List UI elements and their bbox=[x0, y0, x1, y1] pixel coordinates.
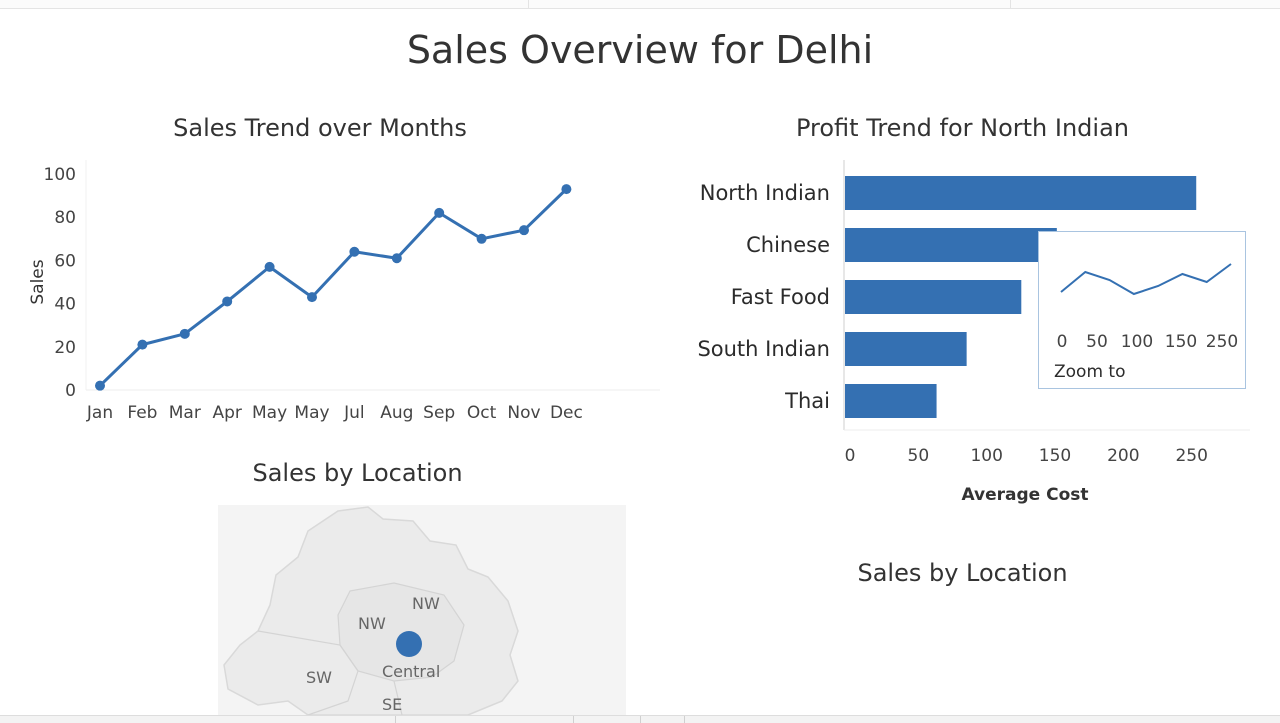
central-district-boundary bbox=[337, 582, 465, 682]
central-sales-marker[interactable] bbox=[396, 631, 422, 657]
x-tick-label: Nov bbox=[507, 403, 540, 423]
inset-x-tick-label: 100 bbox=[1121, 332, 1153, 352]
sales-data-point bbox=[561, 184, 572, 195]
toolbar-divider bbox=[1010, 0, 1011, 8]
profit-bar bbox=[845, 176, 1197, 210]
sales-location-map[interactable]: NW NW Central SW SE bbox=[218, 505, 626, 715]
bar-category-label: Chinese bbox=[746, 233, 830, 257]
bar-chart-title: Profit Trend for North Indian bbox=[795, 114, 1130, 142]
inset-x-tick-label: 150 bbox=[1165, 332, 1197, 352]
sales-data-point bbox=[349, 246, 360, 257]
x-tick-label: Mar bbox=[169, 403, 201, 423]
bar-category-label: North Indian bbox=[700, 181, 830, 205]
bar-x-axis-title: Average Cost bbox=[961, 485, 1088, 505]
x-tick-label: Aug bbox=[380, 403, 413, 423]
dashboard-title: Sales Overview for Delhi bbox=[406, 28, 874, 72]
x-tick-label: Dec bbox=[550, 403, 583, 423]
profit-bar bbox=[845, 280, 1022, 314]
tab-divider bbox=[684, 716, 685, 723]
x-tick-label: Oct bbox=[467, 403, 497, 423]
map-label-nw: NW bbox=[412, 594, 440, 613]
x-tick-label: Jan bbox=[86, 403, 113, 423]
profit-bar bbox=[845, 332, 967, 366]
sales-series-line bbox=[98, 188, 568, 387]
line-chart-title: Sales Trend over Months bbox=[173, 114, 467, 142]
y-tick-label: 0 bbox=[65, 381, 76, 401]
bar-x-tick-label: 50 bbox=[908, 446, 930, 466]
southwest-district-boundary bbox=[257, 630, 403, 715]
sales-data-point bbox=[307, 292, 317, 303]
sales-data-point bbox=[264, 261, 275, 272]
sales-trend-line-chart: 0 20 40 60 80 100 Jan Feb Mar Apr May May Jul Aug Sep O… bbox=[28, 160, 660, 423]
y-tick-label: 40 bbox=[54, 295, 76, 315]
x-tick-label: Feb bbox=[127, 403, 157, 423]
map-label-nw: NW bbox=[358, 614, 386, 633]
x-tick-label: Apr bbox=[212, 403, 241, 423]
y-axis-title: Sales bbox=[28, 259, 48, 304]
bar-category-label: Fast Food bbox=[731, 285, 830, 309]
right-map-title: Sales by Location bbox=[857, 559, 1068, 587]
bar-x-tick-label: 250 bbox=[1175, 446, 1207, 466]
bar-x-tick-label: 0 bbox=[845, 446, 856, 466]
sales-data-point bbox=[476, 233, 487, 244]
sales-data-point bbox=[434, 207, 445, 218]
bar-x-tick-label: 200 bbox=[1107, 446, 1139, 466]
x-tick-label: May bbox=[252, 403, 287, 423]
profit-bar bbox=[845, 228, 1057, 262]
sales-data-point bbox=[95, 380, 105, 391]
map-label-sw: SW bbox=[306, 668, 332, 687]
map-label-se: SE bbox=[382, 695, 402, 714]
sales-data-point bbox=[391, 253, 402, 264]
x-tick-label: May bbox=[294, 403, 329, 423]
zoom-inset-chart: 0 50 100 150 250 Zoom to bbox=[1054, 263, 1238, 382]
tab-divider bbox=[573, 716, 574, 723]
y-tick-label: 80 bbox=[54, 208, 76, 228]
x-tick-label: Sep bbox=[423, 403, 455, 423]
zoom-inset-panel[interactable]: 0 50 100 150 250 Zoom to bbox=[1038, 231, 1246, 389]
inset-series-line bbox=[1060, 263, 1232, 296]
bar-x-tick-label: 100 bbox=[970, 446, 1002, 466]
y-tick-label: 60 bbox=[54, 251, 76, 271]
bottom-tab-strip bbox=[0, 715, 1280, 723]
map-label-central: Central bbox=[382, 662, 440, 681]
inset-x-tick-label: 250 bbox=[1206, 332, 1238, 352]
toolbar-divider bbox=[528, 0, 529, 8]
inset-x-tick-label: 0 bbox=[1057, 332, 1068, 352]
map-title: Sales by Location bbox=[252, 459, 463, 487]
tab-divider bbox=[395, 716, 396, 723]
profit-bar-chart: North Indian Chinese Fast Food South Indian… bbox=[697, 160, 1250, 505]
sales-data-point bbox=[222, 296, 233, 307]
inset-caption: Zoom to bbox=[1054, 362, 1125, 382]
x-tick-label: Jul bbox=[343, 403, 365, 423]
tab-divider bbox=[640, 716, 641, 723]
inset-x-tick-label: 50 bbox=[1086, 332, 1108, 352]
y-tick-label: 100 bbox=[44, 165, 76, 185]
bar-category-label: Thai bbox=[784, 389, 830, 413]
bar-x-tick-label: 150 bbox=[1039, 446, 1071, 466]
y-tick-label: 20 bbox=[54, 338, 76, 358]
bar-category-label: South Indian bbox=[697, 337, 830, 361]
profit-bar bbox=[845, 384, 937, 418]
sales-data-point bbox=[137, 339, 148, 350]
top-toolbar-strip bbox=[0, 0, 1280, 9]
sales-data-point bbox=[179, 328, 190, 339]
sales-data-point bbox=[519, 225, 529, 236]
